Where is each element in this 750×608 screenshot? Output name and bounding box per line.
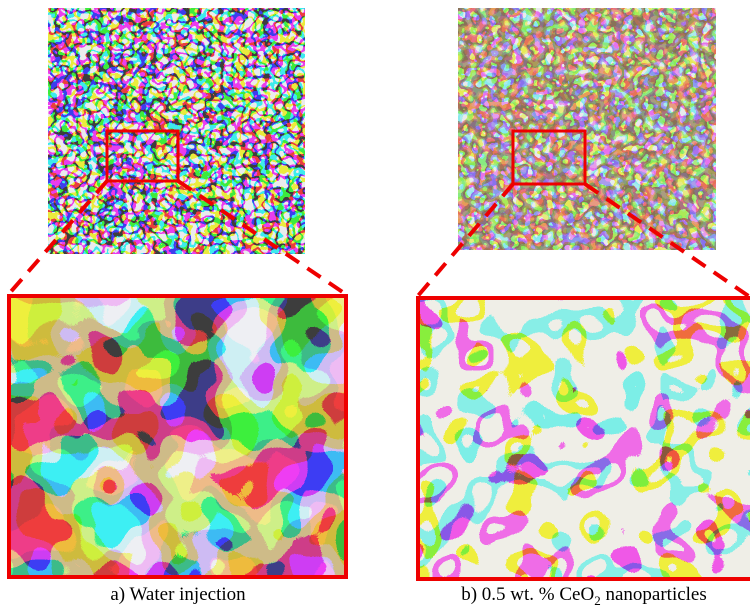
figure: a) Water injection b) 0.5 wt. % CeO2 nan… bbox=[0, 0, 750, 608]
zoomed-photo bbox=[418, 298, 750, 579]
caption: b) 0.5 wt. % CeO2 nanoparticles bbox=[461, 584, 707, 608]
caption-text: nanoparticles bbox=[601, 584, 707, 605]
page: {"panels": [ {"caption": "a) Water injec… bbox=[0, 0, 750, 608]
zoomed-photo bbox=[9, 296, 346, 577]
caption-text: b) 0.5 wt. % CeO bbox=[461, 584, 594, 605]
caption: a) Water injection bbox=[110, 584, 246, 605]
micromodel-photo bbox=[458, 8, 716, 250]
